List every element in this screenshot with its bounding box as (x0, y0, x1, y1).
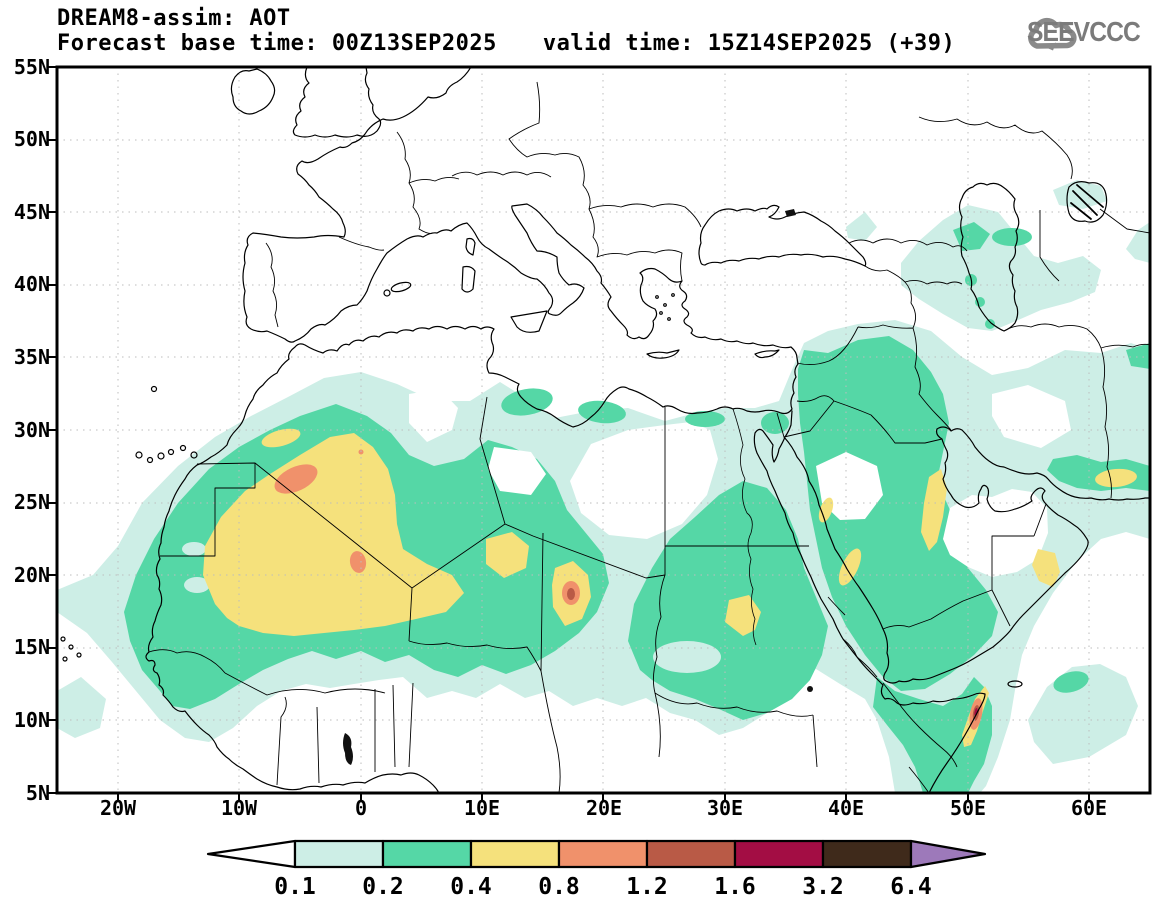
lat-label-5n: 5N (25, 781, 50, 805)
coast-europe-africa-west (145, 67, 799, 793)
lon-label-50e: 50E (949, 796, 987, 820)
coast-aral (1066, 181, 1108, 223)
lon-label-60e: 60E (1070, 796, 1108, 820)
legend-label-0p8: 0.8 (538, 874, 580, 900)
legend-label-1p6: 1.6 (714, 874, 756, 900)
legend-label-0p1: 0.1 (274, 874, 316, 900)
lon-label-20e: 20E (585, 796, 623, 820)
colorbar (206, 839, 987, 869)
borders-caucasus-mideast (776, 116, 1150, 630)
lon-label-10e: 10E (463, 796, 501, 820)
coast-black-sea (698, 204, 867, 267)
islands-canary (135, 385, 198, 464)
lat-label-20n: 20N (13, 563, 50, 587)
lakes-layer (343, 209, 813, 765)
colorbar-cell-0p4 (469, 839, 561, 869)
colorbar-cell-3p2 (821, 839, 913, 869)
island-cyprus (754, 349, 780, 359)
coast-caspian (958, 182, 1020, 332)
plot-title: DREAM8-assim: AOT (57, 6, 291, 31)
island-balearics (390, 281, 412, 293)
aot-holes-in-green (182, 542, 721, 673)
lat-label-50n: 50N (13, 127, 50, 151)
island-sardinia (461, 265, 476, 293)
seevccc-logo: SEEVCCC (1026, 16, 1155, 51)
borders-europe (265, 81, 702, 328)
legend-label-1p2: 1.2 (626, 874, 668, 900)
graticule (57, 67, 1150, 793)
nile-river (732, 408, 757, 646)
map-frame (55, 65, 1152, 795)
aral-hatch (1070, 184, 1104, 220)
coast-east-africa-arabia (753, 410, 1150, 793)
colorbar-cell-1p2 (645, 839, 737, 869)
colorbar-cell-0p8 (557, 839, 649, 869)
colorbar-below-arrow (206, 839, 297, 869)
lat-label-35n: 35N (13, 345, 50, 369)
logo-text: SEEVCCC (1026, 16, 1141, 47)
lake-volta (343, 733, 353, 765)
lat-label-10n: 10N (13, 708, 50, 732)
islands-aegean (655, 293, 675, 321)
colorbar-cell-0p2 (381, 839, 473, 869)
lat-label-25n: 25N (13, 490, 50, 514)
legend-label-0p4: 0.4 (450, 874, 492, 900)
lat-label-30n: 30N (13, 418, 50, 442)
aot-below-min-holes (409, 385, 1071, 577)
island-sicily (510, 310, 548, 333)
island-corsica (465, 237, 476, 256)
cloud-arrow-icon (1044, 42, 1056, 51)
lat-label-15n: 15N (13, 635, 50, 659)
axis-ticks (48, 66, 1090, 802)
lat-label-55n: 55N (13, 55, 50, 79)
lon-label-0: 0 (354, 796, 368, 820)
colorbar-cell-0p1 (293, 839, 385, 869)
borders-africa (148, 396, 958, 793)
colorbar-above-arrow (909, 839, 987, 869)
coast-ireland (230, 68, 276, 115)
valid-time: valid time: 15Z14SEP2025 (+39) (542, 31, 956, 56)
forecast-base-time: Forecast base time: 00Z13SEP2025 (57, 31, 497, 56)
island-socotra (1007, 680, 1023, 688)
lake-tana (807, 686, 813, 692)
coastline-layer (60, 67, 1150, 793)
legend-label-6p4: 6.4 (890, 874, 932, 900)
lat-label-45n: 45N (13, 200, 50, 224)
colorbar-cell-1p6 (733, 839, 825, 869)
island-crete (646, 349, 680, 359)
lon-label-30e: 30E (706, 796, 744, 820)
lon-label-40e: 40E (827, 796, 865, 820)
plot-subtitle: Forecast base time: 00Z13SEP2025 valid ti… (57, 31, 955, 56)
lat-label-40n: 40N (13, 272, 50, 296)
legend-label-3p2: 3.2 (802, 874, 844, 900)
border-layer (148, 81, 1150, 793)
sea-of-azov (785, 209, 796, 217)
legend-label-0p2: 0.2 (362, 874, 404, 900)
cloud-logo-icon (1027, 17, 1077, 51)
islands-cape-verde (60, 636, 82, 662)
lon-label-10w: 10W (220, 796, 258, 820)
lon-label-20w: 20W (99, 796, 137, 820)
coast-britain (292, 67, 382, 138)
